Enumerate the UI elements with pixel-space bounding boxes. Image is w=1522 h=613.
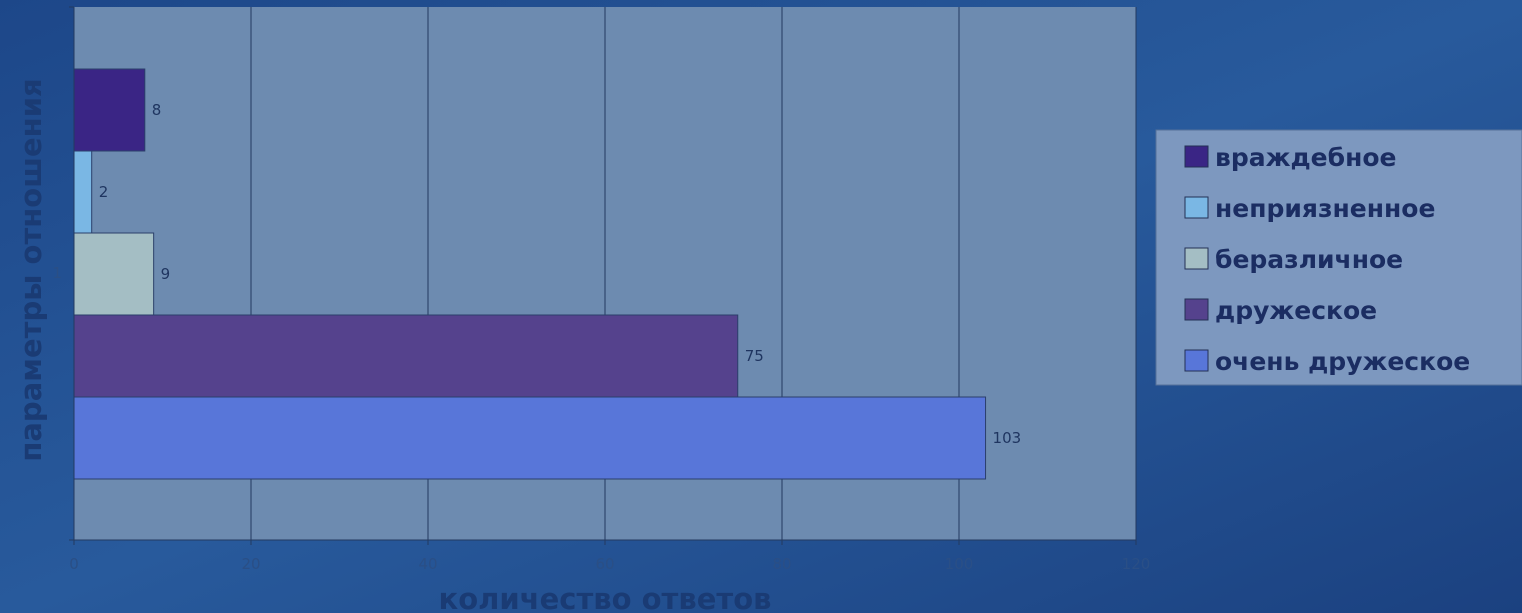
legend-swatch-4 <box>1184 298 1209 321</box>
legend: враждебное неприязненное беразличное дружес… <box>1155 129 1522 386</box>
x-tick-label-0: 0 <box>69 555 79 573</box>
data-label-3: 9 <box>161 265 171 283</box>
legend-swatch-2 <box>1184 196 1209 219</box>
data-label-1: 8 <box>152 101 162 119</box>
bar-5 <box>73 396 987 480</box>
legend-label-4: дружеское <box>1215 296 1377 325</box>
data-label-5: 103 <box>993 429 1022 447</box>
bar-3 <box>73 232 155 316</box>
x-tick-label-100: 100 <box>945 555 974 573</box>
legend-box <box>1155 129 1522 386</box>
y-category-label: 1 <box>52 264 62 282</box>
x-tick-label-40: 40 <box>418 555 437 573</box>
data-label-2: 2 <box>99 183 109 201</box>
x-axis-title: количество ответов <box>439 582 772 613</box>
x-tick-label-120: 120 <box>1122 555 1151 573</box>
x-tick-label-80: 80 <box>772 555 791 573</box>
x-tick-label-20: 20 <box>241 555 260 573</box>
y-axis-title: параметры отношения <box>14 78 48 461</box>
axes: 0 20 40 60 80 100 120 1 <box>52 6 1151 573</box>
legend-label-5: очень дружеское <box>1215 347 1470 376</box>
legend-swatch-5 <box>1184 349 1209 372</box>
legend-label-1: враждебное <box>1215 143 1396 172</box>
bars: 8 2 9 75 103 <box>73 68 1022 480</box>
legend-label-2: неприязненное <box>1215 194 1435 223</box>
legend-swatch-1 <box>1184 145 1209 168</box>
legend-label-3: беразличное <box>1215 245 1403 274</box>
bar-2 <box>73 150 93 234</box>
x-tick-label-60: 60 <box>595 555 614 573</box>
bar-1 <box>73 68 146 152</box>
legend-swatch-3 <box>1184 247 1209 270</box>
data-label-4: 75 <box>745 347 764 365</box>
bar-4 <box>73 314 739 398</box>
